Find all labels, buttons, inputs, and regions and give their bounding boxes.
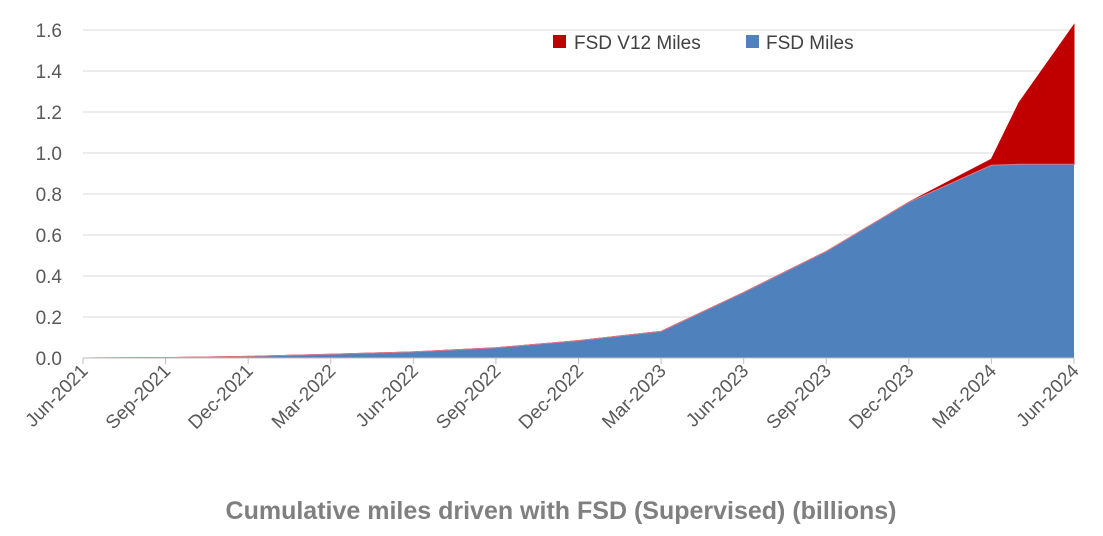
area-fsd-miles (83, 164, 1074, 358)
x-tick-label: Mar-2024 (929, 360, 1002, 433)
gridlines (83, 29, 1074, 318)
x-tick-label: Jun-2021 (22, 361, 93, 432)
x-tick-label: Jun-2022 (352, 361, 423, 432)
y-tick-label: 1.0 (36, 144, 62, 165)
y-tick-label: 0.4 (36, 267, 63, 288)
y-tick-label: 1.4 (36, 62, 63, 83)
x-tick-label: Mar-2022 (268, 361, 340, 433)
x-axis-label: Cumulative miles driven with FSD (Superv… (226, 497, 897, 525)
y-tick-label: 1.2 (36, 103, 62, 124)
legend-swatch-fsd-miles (746, 35, 759, 48)
x-tick-label: Dec-2023 (845, 361, 918, 434)
legend-swatch-fsd-v12-miles (553, 35, 566, 48)
x-tick-label: Sep-2023 (763, 361, 836, 434)
x-tick-label: Jun-2023 (682, 361, 753, 432)
y-tick-label: 0.8 (36, 185, 62, 206)
y-tick-label: 0.2 (36, 308, 62, 329)
area-fsd-miles-edge (82, 163, 1074, 359)
x-tick-label: Sep-2022 (432, 361, 505, 434)
data-areas (82, 23, 1075, 359)
x-tick-label: Mar-2023 (598, 361, 670, 433)
x-tick-labels: Jun-2021 Sep-2021 Dec-2021 Mar-2022 Jun-2022… (22, 360, 1084, 433)
legend-label-fsd-v12-miles: FSD V12 Miles (574, 33, 701, 54)
y-tick-labels: 0.0 0.2 0.4 0.6 0.8 1.0 1.2 1.4 1.6 (36, 21, 63, 370)
x-tick-label: Dec-2022 (515, 361, 588, 434)
legend-label-fsd-miles: FSD Miles (766, 33, 854, 54)
y-tick-label: 1.6 (36, 21, 62, 42)
y-tick-label: 0.0 (36, 349, 62, 370)
y-tick-label: 0.6 (36, 226, 62, 247)
legend: FSD V12 Miles FSD Miles (553, 33, 854, 54)
x-tick-label: Jun-2024 (1013, 360, 1084, 431)
x-tick-label: Dec-2021 (185, 361, 258, 434)
x-tick-label: Sep-2021 (102, 361, 175, 434)
axes (82, 357, 1075, 364)
